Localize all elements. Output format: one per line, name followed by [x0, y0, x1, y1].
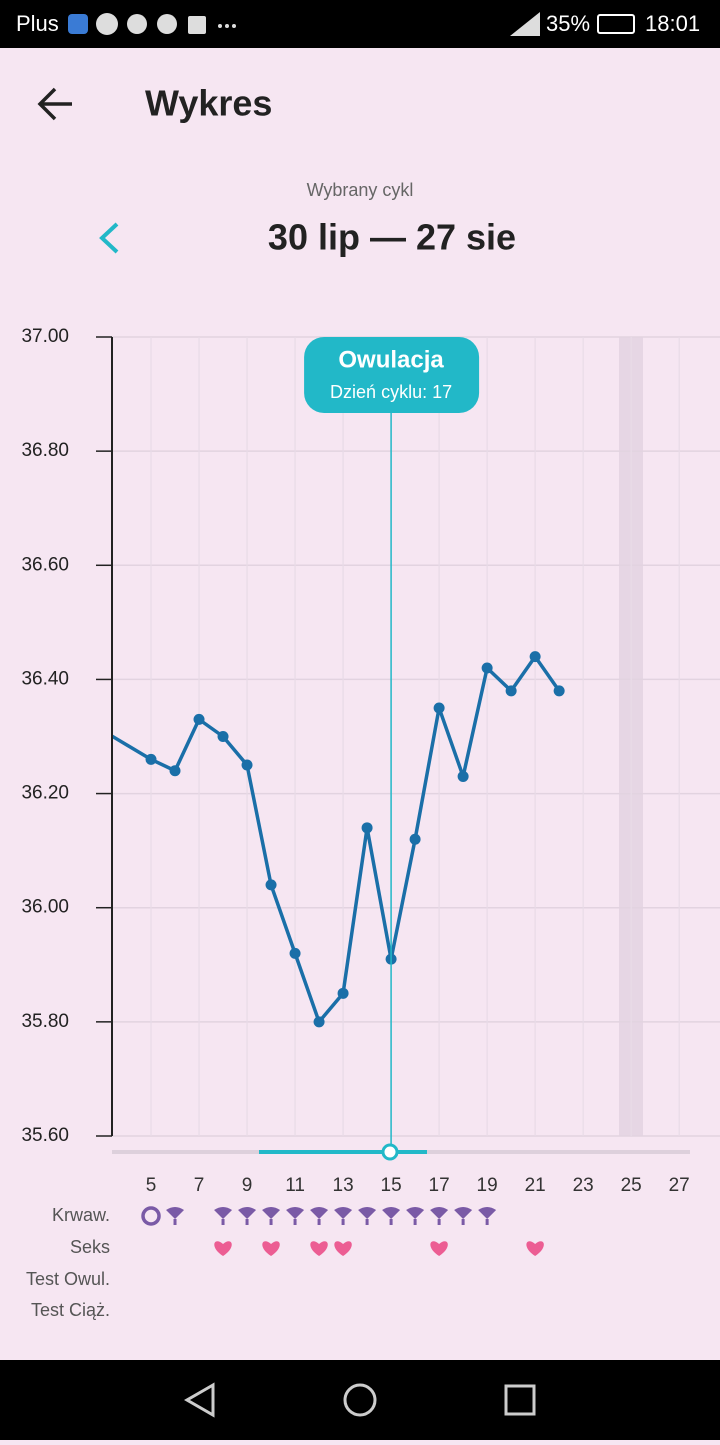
x-tick-label: 27 [669, 1175, 690, 1196]
x-tick-label: 7 [194, 1175, 205, 1196]
row-label: Test Ciąż. [31, 1300, 110, 1320]
data-point [265, 879, 277, 891]
nav-back[interactable] [183, 1382, 215, 1418]
temperature-line [112, 654, 561, 1024]
heart-icon [430, 1241, 448, 1256]
bleeding-icon [214, 1207, 233, 1225]
bleeding-icon [358, 1207, 377, 1225]
data-point [289, 947, 301, 959]
status-bar [0, 0, 720, 48]
heart-icon [262, 1241, 280, 1256]
data-point [169, 765, 181, 777]
clock: 18:01 [645, 11, 700, 36]
data-point [337, 987, 349, 999]
prev-cycle[interactable] [99, 222, 119, 254]
carrier: Plus [16, 11, 59, 36]
ovulation-subtitle: Dzień cyklu: 17 [330, 382, 452, 402]
plot [97, 651, 565, 1028]
data-point [145, 753, 157, 765]
nav-recent[interactable] [504, 1384, 536, 1416]
data-point [217, 731, 229, 742]
y-tick-label: 36.40 [21, 668, 69, 689]
battery-text: 35% [546, 11, 590, 36]
heart-icon [334, 1241, 352, 1256]
row-label: Seks [70, 1237, 110, 1257]
data-point [553, 685, 565, 697]
data-point [505, 685, 517, 697]
x-tick-label: 23 [573, 1175, 594, 1196]
bleeding-icon [334, 1207, 353, 1225]
data-point [457, 770, 469, 782]
bleeding-icon [478, 1207, 497, 1225]
y-tick-label: 36.80 [21, 440, 69, 461]
bleeding-icon [238, 1207, 257, 1225]
data-point [241, 759, 253, 771]
back-button[interactable] [37, 87, 72, 121]
x-tick-label: 17 [429, 1175, 450, 1196]
y-tick-label: 36.20 [21, 783, 69, 804]
x-tick-label: 9 [242, 1175, 253, 1196]
status-icons [68, 12, 540, 36]
data-point [313, 1016, 325, 1028]
bleeding-icon [262, 1207, 281, 1225]
bleeding-icon [310, 1207, 329, 1225]
grid [112, 336, 720, 1137]
y-tick-label: 36.00 [21, 897, 69, 918]
bleeding-icon [141, 1206, 161, 1226]
bleeding-icon [382, 1207, 401, 1225]
bleeding-icon [166, 1207, 185, 1225]
heart-icon [214, 1241, 232, 1256]
data-point [529, 651, 541, 663]
bleeding-icon [454, 1207, 473, 1225]
page-title: Wykres [145, 83, 272, 124]
x-tick-label: 21 [525, 1175, 546, 1196]
row-label: Krwaw. [52, 1205, 110, 1225]
nav-home[interactable] [343, 1383, 377, 1417]
bleeding-icon [430, 1207, 449, 1225]
scroll-handle[interactable] [381, 1143, 399, 1161]
heart-icon [526, 1241, 544, 1256]
data-point [433, 702, 445, 714]
heart-icon [310, 1241, 328, 1256]
data-point [409, 833, 421, 845]
y-tick-label: 35.60 [21, 1125, 69, 1146]
bleeding-icon [406, 1207, 425, 1225]
data-point [361, 822, 373, 834]
bleeding-icon [286, 1207, 305, 1225]
y-tick-label: 37.00 [21, 326, 69, 347]
x-tick-label: 5 [146, 1175, 157, 1196]
cycle-caption: Wybrany cykl [307, 180, 414, 200]
battery-icon [597, 14, 635, 34]
cycle-range: 30 lip — 27 sie [268, 217, 516, 258]
y-tick-label: 35.80 [21, 1011, 69, 1032]
data-point [481, 662, 493, 674]
x-tick-label: 25 [621, 1175, 642, 1196]
y-tick-label: 36.60 [21, 554, 69, 575]
row-label: Test Owul. [26, 1269, 110, 1289]
x-tick-label: 13 [333, 1175, 354, 1196]
data-point [193, 713, 205, 725]
nav-bar [0, 1360, 720, 1440]
x-tick-label: 19 [477, 1175, 498, 1196]
ovulation-title: Owulacja [338, 346, 444, 373]
ovulation-callout [304, 337, 480, 413]
x-tick-label: 11 [285, 1175, 305, 1196]
x-tick-label: 15 [381, 1175, 402, 1196]
data-point [97, 725, 108, 736]
